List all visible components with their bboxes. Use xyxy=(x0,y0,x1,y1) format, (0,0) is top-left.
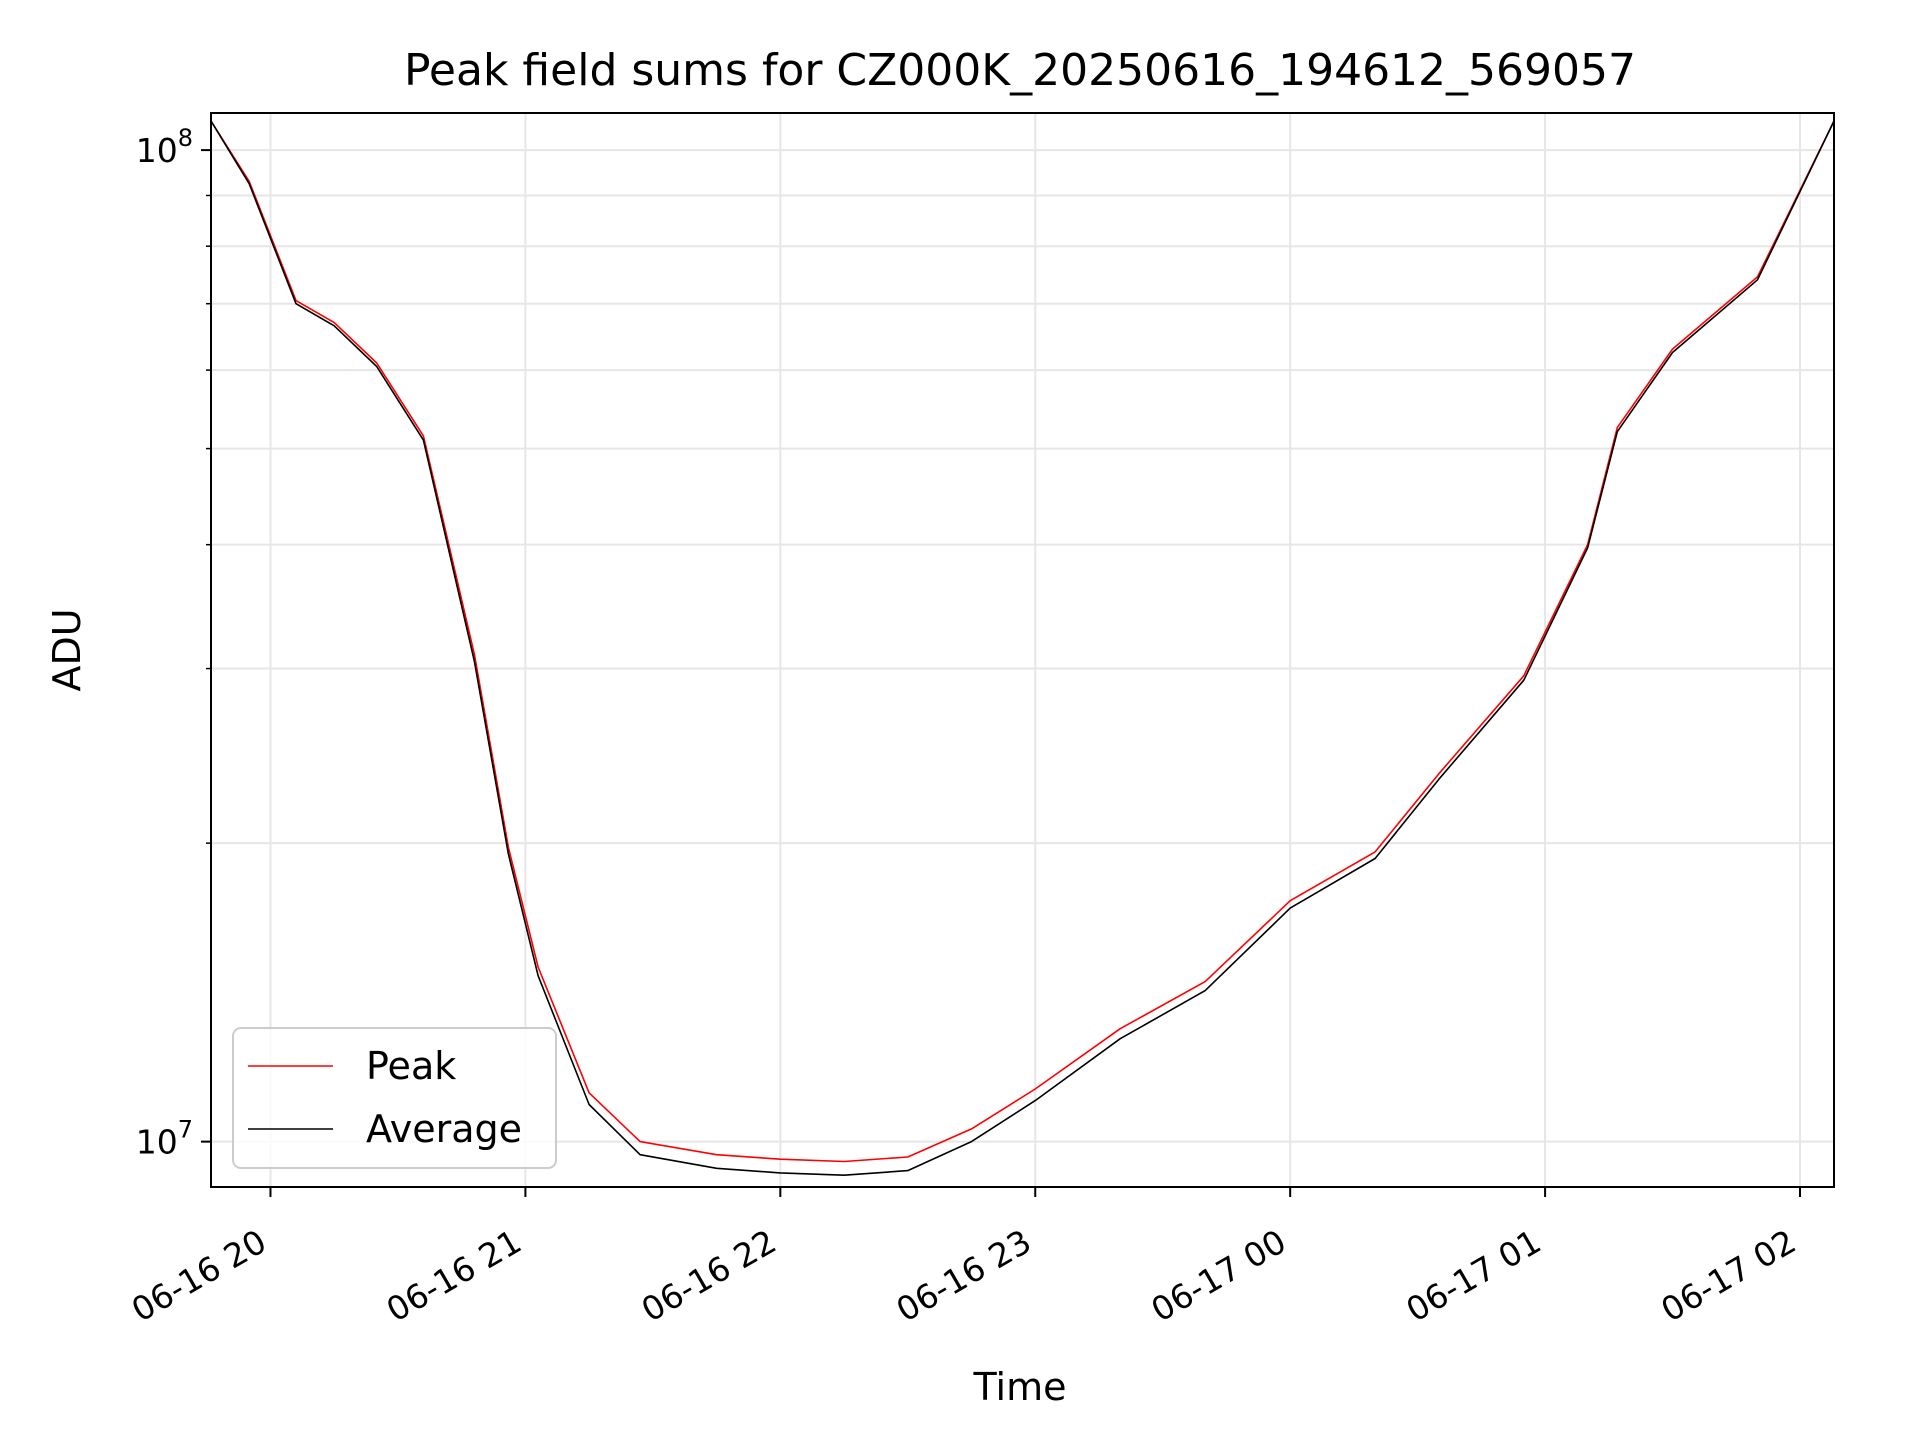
chart-title: Peak field sums for CZ000K_20250616_1946… xyxy=(404,45,1636,96)
legend-label-average: Average xyxy=(366,1107,522,1151)
y-axis-label: ADU xyxy=(45,608,89,691)
series-layer xyxy=(210,120,1835,1176)
series-line-peak xyxy=(210,120,1835,1163)
series-line-average xyxy=(210,120,1835,1176)
legend-label-peak: Peak xyxy=(366,1044,456,1088)
y-tick-label: 107 xyxy=(136,1116,193,1162)
plot-frame xyxy=(210,112,1835,1188)
x-axis-label: Time xyxy=(973,1365,1067,1409)
legend-box xyxy=(232,1027,557,1169)
legend: Peak Average xyxy=(232,1027,557,1169)
grid xyxy=(211,113,1834,1187)
